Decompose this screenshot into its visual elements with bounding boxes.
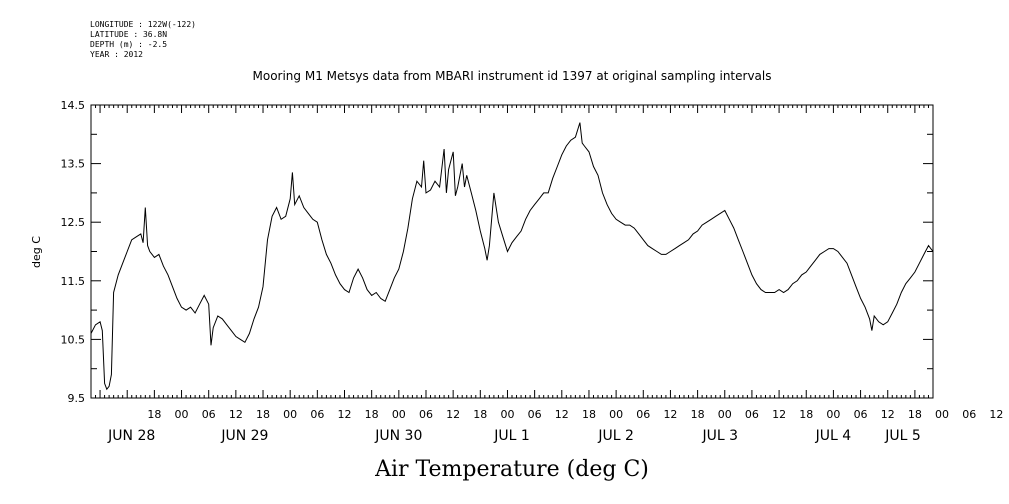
x-date-label: JUL 4 [815,428,852,444]
x-hour-label: 06 [745,408,759,421]
x-hour-label: 06 [962,408,976,421]
x-hour-label: 12 [338,408,352,421]
y-tick-label: 10.5 [61,333,86,346]
temperature-line [90,122,934,391]
x-hour-label: 12 [446,408,460,421]
y-tick-label: 12.5 [61,216,86,229]
x-hour-label: 06 [202,408,216,421]
depth-label: DEPTH (m) : -2.5 [90,40,168,49]
plot-frame [90,104,934,399]
x-hour-label: 12 [663,408,677,421]
x-hour-label: 18 [256,408,270,421]
x-hour-label: 12 [772,408,786,421]
x-axis-label: Air Temperature (deg C) [374,457,649,482]
x-hour-label: 18 [582,408,596,421]
x-hour-label: 06 [528,408,542,421]
x-hour-label: 12 [989,408,1003,421]
y-axis-label: deg C [30,236,43,268]
y-tick-label: 13.5 [61,158,86,171]
x-hour-label: 00 [609,408,623,421]
x-hour-label: 00 [500,408,514,421]
longitude-label: LONGITUDE : 122W(-122) [90,20,196,29]
x-date-label: JUN 30 [374,428,422,444]
x-hour-label: 00 [718,408,732,421]
x-hour-label: 12 [555,408,569,421]
y-axis: 9.5 10.5 11.5 12.5 13.5 14.5 [61,99,933,405]
y-tick-label: 14.5 [61,99,86,112]
x-hour-label: 18 [691,408,705,421]
x-hour-label: 12 [229,408,243,421]
y-tick-label: 9.5 [68,392,86,405]
x-hour-label: 00 [283,408,297,421]
x-date-label: JUN 28 [107,428,155,444]
x-hour-label: 18 [799,408,813,421]
year-label: YEAR : 2012 [90,50,143,59]
x-hour-label: 18 [473,408,487,421]
x-hour-label: 18 [147,408,161,421]
x-hour-label: 18 [908,408,922,421]
chart-title: Mooring M1 Metsys data from MBARI instru… [253,69,772,83]
x-hour-label: 06 [636,408,650,421]
x-date-label: JUN 29 [220,428,268,444]
x-date-label: JUL 3 [701,428,738,444]
x-date-label: JUL 5 [884,428,921,444]
x-hour-label: 06 [419,408,433,421]
y-tick-label: 11.5 [61,275,86,288]
latitude-label: LATITUDE : 36.8N [90,30,168,39]
x-hour-label: 18 [365,408,379,421]
x-hour-label: 00 [175,408,189,421]
x-hour-label: 06 [310,408,324,421]
x-hour-label: 06 [854,408,868,421]
metadata-block: LONGITUDE : 122W(-122) LATITUDE : 36.8N … [90,20,196,60]
x-date-label: JUL 2 [597,428,634,444]
x-date-label: JUL 1 [493,428,530,444]
x-hour-label: 00 [826,408,840,421]
x-hour-label: 00 [392,408,406,421]
x-hour-label: 00 [935,408,949,421]
x-axis: 18 00 06 12 18 00 06 12 18 00 06 12 18 00 06 12 18 00 06 12… [90,105,1003,444]
x-hour-label: 12 [881,408,895,421]
